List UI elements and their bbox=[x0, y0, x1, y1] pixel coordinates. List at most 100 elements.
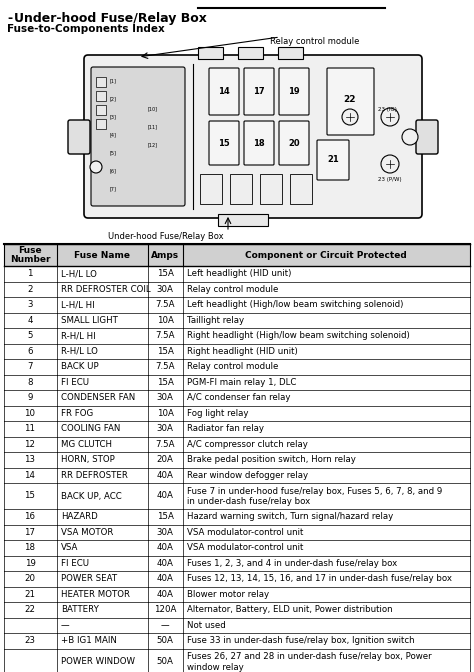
Circle shape bbox=[381, 108, 399, 126]
FancyBboxPatch shape bbox=[91, 67, 185, 206]
Text: Right headlight (HID unit): Right headlight (HID unit) bbox=[187, 347, 298, 355]
Text: [12]: [12] bbox=[148, 142, 158, 147]
Text: 18: 18 bbox=[25, 543, 36, 552]
Text: 22: 22 bbox=[25, 605, 36, 614]
Text: Component or Circuit Protected: Component or Circuit Protected bbox=[245, 251, 407, 259]
Circle shape bbox=[381, 155, 399, 173]
FancyBboxPatch shape bbox=[244, 68, 274, 115]
Text: Left headlight (HID unit): Left headlight (HID unit) bbox=[187, 269, 292, 278]
FancyBboxPatch shape bbox=[416, 120, 438, 154]
Text: 30A: 30A bbox=[156, 528, 173, 537]
Text: 12: 12 bbox=[25, 439, 36, 449]
Bar bbox=[96, 77, 106, 87]
Text: 5: 5 bbox=[27, 331, 33, 340]
Text: VSA MOTOR: VSA MOTOR bbox=[61, 528, 113, 537]
Circle shape bbox=[90, 161, 102, 173]
Text: VSA modulator-control unit: VSA modulator-control unit bbox=[187, 528, 303, 537]
Text: [2]: [2] bbox=[110, 97, 117, 101]
Text: 7.5A: 7.5A bbox=[155, 331, 175, 340]
Text: 20A: 20A bbox=[156, 455, 173, 464]
Text: -: - bbox=[7, 12, 12, 25]
Text: Fuse
Number: Fuse Number bbox=[10, 246, 50, 264]
Text: 19: 19 bbox=[288, 87, 300, 95]
FancyBboxPatch shape bbox=[209, 121, 239, 165]
Text: Brake pedal position switch, Horn relay: Brake pedal position switch, Horn relay bbox=[187, 455, 356, 464]
Text: [6]: [6] bbox=[110, 169, 117, 173]
Text: BACK UP: BACK UP bbox=[61, 362, 99, 371]
Text: 19: 19 bbox=[25, 558, 36, 568]
Text: 30A: 30A bbox=[156, 285, 173, 294]
Text: MG CLUTCH: MG CLUTCH bbox=[61, 439, 112, 449]
Text: 20: 20 bbox=[288, 138, 300, 147]
Text: Radiator fan relay: Radiator fan relay bbox=[187, 424, 264, 433]
Text: 40A: 40A bbox=[156, 491, 173, 501]
Text: A/C compressor clutch relay: A/C compressor clutch relay bbox=[187, 439, 308, 449]
Text: 14: 14 bbox=[25, 471, 36, 480]
FancyBboxPatch shape bbox=[244, 121, 274, 165]
Text: Relay control module: Relay control module bbox=[270, 37, 359, 46]
Text: SMALL LIGHT: SMALL LIGHT bbox=[61, 316, 118, 325]
Text: 15A: 15A bbox=[156, 347, 173, 355]
Text: Under-hood Fuse/Relay Box: Under-hood Fuse/Relay Box bbox=[14, 12, 207, 25]
Bar bbox=[96, 91, 106, 101]
Bar bbox=[260, 174, 282, 204]
Text: BACK UP, ACC: BACK UP, ACC bbox=[61, 491, 122, 501]
Text: —: — bbox=[61, 621, 70, 630]
Text: 7.5A: 7.5A bbox=[155, 362, 175, 371]
Text: Fuse-to-Components Index: Fuse-to-Components Index bbox=[7, 24, 165, 34]
Text: VSA modulator-control unit: VSA modulator-control unit bbox=[187, 543, 303, 552]
Text: CONDENSER FAN: CONDENSER FAN bbox=[61, 393, 135, 403]
Text: 11: 11 bbox=[25, 424, 36, 433]
Text: POWER WINDOW: POWER WINDOW bbox=[61, 657, 135, 666]
Circle shape bbox=[342, 109, 358, 125]
Text: 1: 1 bbox=[27, 269, 33, 278]
Text: Hazard warning switch, Turn signal/hazard relay: Hazard warning switch, Turn signal/hazar… bbox=[187, 512, 393, 521]
Text: PGM-FI main relay 1, DLC: PGM-FI main relay 1, DLC bbox=[187, 378, 296, 387]
Text: RR DEFROSTER: RR DEFROSTER bbox=[61, 471, 128, 480]
Bar bbox=[278, 47, 303, 59]
Text: Fuses 1, 2, 3, and 4 in under-dash fuse/relay box: Fuses 1, 2, 3, and 4 in under-dash fuse/… bbox=[187, 558, 397, 568]
Text: [1]: [1] bbox=[110, 79, 117, 83]
FancyBboxPatch shape bbox=[84, 55, 422, 218]
Text: window relay: window relay bbox=[187, 663, 244, 672]
Text: L-H/L HI: L-H/L HI bbox=[61, 300, 95, 309]
Text: Fuse Name: Fuse Name bbox=[74, 251, 130, 259]
Text: 15A: 15A bbox=[156, 269, 173, 278]
FancyBboxPatch shape bbox=[279, 68, 309, 115]
Text: 20: 20 bbox=[25, 575, 36, 583]
Text: Right headlight (High/low beam switching solenoid): Right headlight (High/low beam switching… bbox=[187, 331, 410, 340]
Text: 17: 17 bbox=[253, 87, 265, 95]
Bar bbox=[4, 244, 470, 266]
Text: —: — bbox=[161, 621, 169, 630]
Text: Taillight relay: Taillight relay bbox=[187, 316, 244, 325]
Text: Fuse 7 in under-hood fuse/relay box, Fuses 5, 6, 7, 8, and 9: Fuse 7 in under-hood fuse/relay box, Fus… bbox=[187, 487, 442, 496]
Text: 8: 8 bbox=[27, 378, 33, 387]
Bar bbox=[238, 47, 263, 59]
Text: 9: 9 bbox=[27, 393, 33, 403]
Text: 23 (P/W): 23 (P/W) bbox=[378, 177, 401, 181]
Circle shape bbox=[402, 129, 418, 145]
Text: 6: 6 bbox=[27, 347, 33, 355]
Text: 15: 15 bbox=[25, 491, 36, 501]
Bar bbox=[200, 174, 222, 204]
Text: 17: 17 bbox=[25, 528, 36, 537]
Text: Relay control module: Relay control module bbox=[187, 285, 278, 294]
FancyBboxPatch shape bbox=[317, 140, 349, 180]
Text: 50A: 50A bbox=[156, 657, 173, 666]
FancyBboxPatch shape bbox=[279, 121, 309, 165]
Text: POWER SEAT: POWER SEAT bbox=[61, 575, 117, 583]
Text: 21: 21 bbox=[327, 155, 339, 165]
Text: 15: 15 bbox=[218, 138, 230, 147]
Text: Fog light relay: Fog light relay bbox=[187, 409, 248, 418]
Bar bbox=[96, 105, 106, 115]
Text: Under-hood Fuse/Relay Box: Under-hood Fuse/Relay Box bbox=[108, 232, 224, 241]
Text: 40A: 40A bbox=[156, 590, 173, 599]
Text: [10]: [10] bbox=[148, 106, 158, 112]
Text: 30A: 30A bbox=[156, 424, 173, 433]
Text: [5]: [5] bbox=[110, 151, 117, 155]
Text: Blower motor relay: Blower motor relay bbox=[187, 590, 269, 599]
Text: HAZARD: HAZARD bbox=[61, 512, 98, 521]
Text: 15A: 15A bbox=[156, 512, 173, 521]
Text: RR DEFROSTER COIL: RR DEFROSTER COIL bbox=[61, 285, 151, 294]
Text: 15A: 15A bbox=[156, 378, 173, 387]
